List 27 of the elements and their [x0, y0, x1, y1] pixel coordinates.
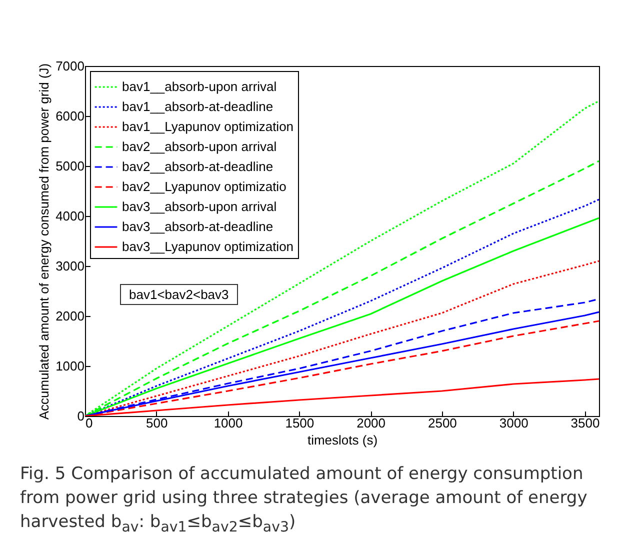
x-tick-label: 500: [146, 416, 168, 430]
text: Fig. 5 Comparison of accumulated amount of energy consumption from power grid using three strategies (average amount of energy harvested b$_{av}$: b$_{av1}$≤b$_{av2}$≤b$_{av3}$): [20, 464, 588, 536]
legend-label: bav2__absorb-at-deadline: [122, 159, 274, 174]
x-tick-label: 3000: [499, 416, 528, 430]
legend-label: bav3__absorb-at-deadline: [122, 219, 274, 234]
legend-label: bav1__Lyapunov optimization: [122, 119, 294, 134]
y-tick-label: 2000: [56, 308, 84, 324]
x-tick-label: 2000: [356, 416, 386, 430]
legend-label: bav3__absorb-upon arrival: [122, 199, 277, 214]
y-tick-label: 5000: [56, 158, 84, 174]
y-tick-label: 7000: [56, 58, 84, 74]
annotation: bav1<bav2<bav3: [120, 284, 238, 305]
x-axis-title: timeslots (s): [307, 432, 378, 448]
y-tick-label: 1000: [56, 358, 84, 374]
y-tick-label: 3000: [56, 258, 84, 274]
x-tick-label: 1500: [285, 416, 314, 430]
y-tick-label: 4000: [56, 208, 84, 224]
y-axis-title: Accumulated amount of energy consumed from power grid (J): [36, 63, 52, 420]
y-tick-label: 6000: [56, 108, 84, 124]
x-tick-label: 1000: [214, 416, 243, 430]
legend-label: bav1__absorb-upon arrival: [122, 79, 277, 94]
legend-label: bav2__absorb-upon arrival: [122, 139, 277, 154]
legend-label: bav3__Lyapunov optimization: [122, 239, 294, 254]
legend-label: bav1__absorb-at-deadline: [122, 99, 274, 114]
x-tick-label: 3500: [570, 416, 600, 430]
x-tick-label: 2500: [428, 416, 457, 430]
legend-label: bav2__Lyapunov optimizatio: [122, 179, 286, 194]
